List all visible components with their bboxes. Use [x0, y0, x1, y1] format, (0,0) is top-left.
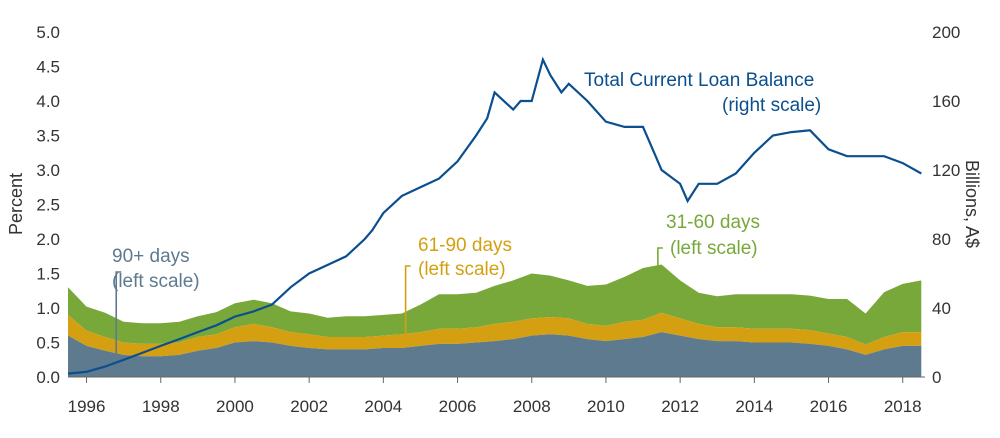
area-31-60-days: [68, 264, 922, 345]
right-tick-label: 40: [932, 299, 951, 318]
x-tick-label: 2016: [810, 397, 848, 416]
annotation-61-90: 61-90 days: [418, 235, 512, 256]
x-tick-label: 2010: [587, 397, 625, 416]
left-tick-label: 3.5: [36, 127, 60, 146]
left-tick-label: 1.0: [36, 299, 60, 318]
x-tick-label: 1996: [68, 397, 106, 416]
right-tick-label: 80: [932, 230, 951, 249]
left-tick-label: 4.0: [36, 92, 60, 111]
area-61-90-days: [68, 312, 922, 357]
right-tick-label: 0: [932, 368, 941, 387]
x-tick-label: 2014: [735, 397, 773, 416]
x-tick-label: 2018: [884, 397, 922, 416]
x-tick-label: 2002: [290, 397, 328, 416]
left-tick-label: 0.0: [36, 368, 60, 387]
left-tick-label: 1.5: [36, 265, 60, 284]
right-tick-label: 200: [932, 23, 960, 42]
stacked-areas: [68, 264, 922, 377]
callout-31-60: [657, 247, 663, 273]
left-tick-label: 0.5: [36, 334, 60, 353]
right-tick-label: 120: [932, 161, 960, 180]
x-tick-label: 2000: [216, 397, 254, 416]
x-tick-label: 2004: [364, 397, 402, 416]
left-tick-label: 2.0: [36, 230, 60, 249]
annotation-90-plus-scale: (left scale): [112, 271, 200, 292]
x-tick-label: 2006: [439, 397, 477, 416]
total-balance-line: [67, 56, 922, 375]
annotation-31-60-scale: (left scale): [670, 238, 758, 259]
x-tick-label: 1998: [142, 397, 180, 416]
left-axis-title: Percent: [6, 173, 26, 235]
left-tick-label: 2.5: [36, 196, 60, 215]
area-90-plus-days: [68, 332, 922, 377]
x-axis-ticks: 1996 1998 2000 2002 2004 2006 2008 2010 2012 2014…: [68, 377, 922, 416]
x-tick-label: 2012: [661, 397, 699, 416]
x-tick-label: 2008: [513, 397, 551, 416]
annotation-total-balance-scale: (right scale): [722, 95, 821, 116]
callout-61-90: [404, 265, 411, 341]
annotation-90-plus: 90+ days: [112, 246, 190, 267]
right-tick-label: 160: [932, 92, 960, 111]
callout-lines: [115, 247, 663, 366]
callout-90-plus: [115, 271, 122, 366]
left-tick-label: 5.0: [36, 23, 60, 42]
right-y-ticks: 0 40 80 120 160 200: [932, 23, 960, 387]
left-tick-label: 4.5: [36, 58, 60, 77]
annotation-61-90-scale: (left scale): [418, 259, 506, 280]
annotation-31-60: 31-60 days: [666, 212, 760, 233]
right-axis-title: Billions, A$: [962, 160, 982, 248]
left-tick-label: 3.0: [36, 161, 60, 180]
annotation-total-balance: Total Current Loan Balance: [584, 70, 814, 91]
left-y-ticks: 0.0 0.5 1.0 1.5 2.0 2.5 3.0 3.5 4.0 4.5 5.0: [36, 23, 60, 387]
